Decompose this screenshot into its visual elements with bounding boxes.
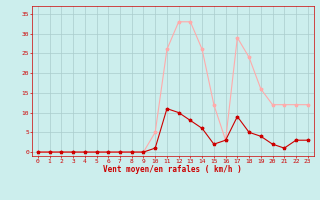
X-axis label: Vent moyen/en rafales ( km/h ): Vent moyen/en rafales ( km/h )	[103, 165, 242, 174]
